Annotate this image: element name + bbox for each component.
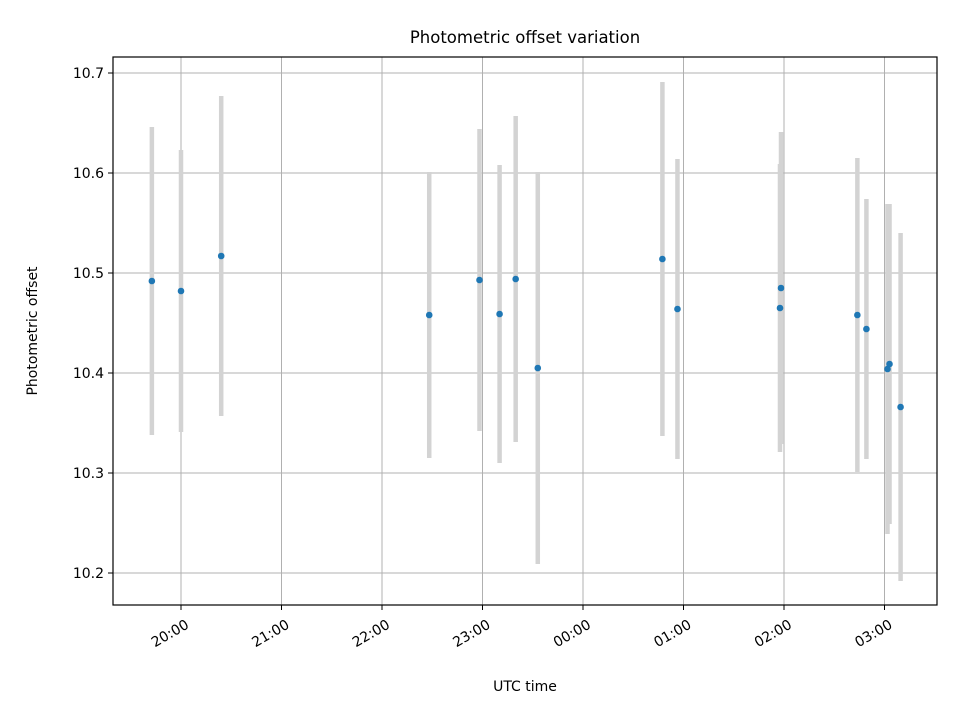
data-point [148, 277, 156, 285]
y-tick-label: 10.4 [73, 366, 104, 382]
chart-title: Photometric offset variation [410, 28, 640, 47]
data-point [217, 252, 225, 260]
data-point [476, 276, 483, 284]
y-tick-label: 10.5 [73, 266, 104, 282]
y-tick-label: 10.2 [73, 566, 104, 582]
data-point [776, 304, 784, 312]
data-point [863, 325, 870, 333]
data-point [777, 284, 785, 292]
y-tick-label: 10.3 [73, 466, 104, 482]
data-point [425, 311, 433, 319]
data-point [886, 360, 893, 368]
data-point [884, 365, 891, 373]
data-points [148, 252, 904, 411]
x-axis-label: UTC time [493, 679, 557, 695]
y-axis-ticks: 10.2 10.3 10.4 10.5 10.6 10.7 [73, 66, 113, 582]
grid-lines [113, 57, 937, 605]
data-point [659, 255, 666, 263]
data-point [897, 403, 904, 411]
data-point [854, 311, 861, 319]
data-point [496, 310, 503, 318]
plot-frame [112, 56, 938, 606]
data-point [512, 275, 519, 283]
y-axis-label: Photometric offset [25, 266, 41, 396]
data-point [674, 305, 681, 313]
y-tick-label: 10.6 [73, 166, 104, 182]
y-tick-label: 10.7 [73, 66, 104, 82]
data-point [534, 364, 542, 372]
data-point [177, 287, 185, 295]
